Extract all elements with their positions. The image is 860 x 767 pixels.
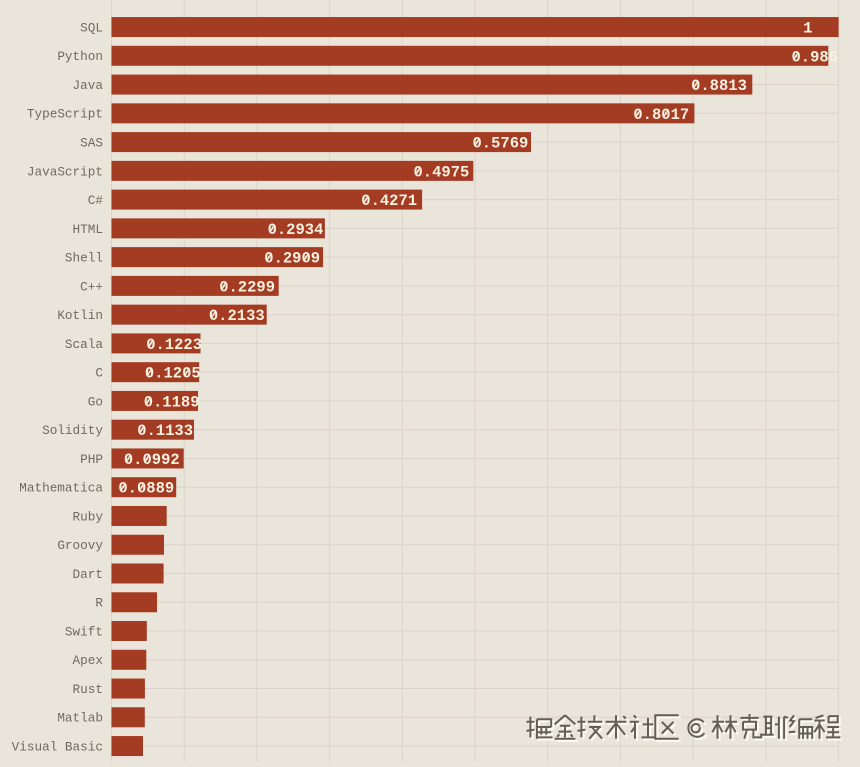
svg-text:Kotlin: Kotlin [57, 308, 103, 323]
svg-text:HTML: HTML [73, 222, 103, 237]
svg-text:Go: Go [88, 394, 103, 409]
svg-text:Groovy: Groovy [57, 538, 103, 553]
svg-text:0.4271: 0.4271 [361, 192, 417, 210]
svg-text:0.0889: 0.0889 [118, 480, 174, 498]
svg-text:Visual Basic: Visual Basic [12, 739, 103, 754]
svg-text:C++: C++ [80, 279, 103, 294]
svg-text:0.1133: 0.1133 [137, 422, 193, 440]
svg-text:0.1223: 0.1223 [146, 336, 202, 354]
svg-text:Rust: Rust [73, 682, 103, 697]
svg-text:0.1189: 0.1189 [144, 393, 200, 411]
svg-text:Python: Python [57, 49, 103, 64]
svg-text:Apex: Apex [73, 653, 104, 668]
svg-text:1: 1 [803, 20, 812, 38]
svg-text:R: R [95, 596, 103, 611]
svg-text:Scala: Scala [65, 337, 103, 352]
svg-text:Shell: Shell [65, 251, 103, 266]
svg-text:0.2909: 0.2909 [264, 250, 320, 268]
svg-text:0.4975: 0.4975 [413, 163, 469, 181]
svg-text:TypeScript: TypeScript [27, 107, 103, 122]
svg-text:JavaScript: JavaScript [27, 164, 103, 179]
svg-text:Dart: Dart [73, 567, 103, 582]
svg-text:C: C [95, 366, 103, 381]
svg-text:Ruby: Ruby [73, 509, 104, 524]
svg-text:C#: C# [88, 193, 104, 208]
svg-text:PHP: PHP [80, 452, 103, 467]
svg-text:0.986: 0.986 [791, 48, 838, 66]
svg-text:Mathematica: Mathematica [19, 481, 103, 496]
svg-text:SAS: SAS [80, 135, 103, 150]
svg-text:0.8017: 0.8017 [633, 106, 689, 124]
svg-text:0.0992: 0.0992 [124, 451, 180, 469]
svg-text:0.5769: 0.5769 [472, 135, 528, 153]
svg-text:0.1205: 0.1205 [145, 365, 201, 383]
svg-text:0.2133: 0.2133 [209, 307, 265, 325]
svg-text:SQL: SQL [80, 20, 103, 35]
svg-text:Swift: Swift [65, 624, 103, 639]
svg-text:0.8813: 0.8813 [691, 77, 747, 95]
svg-text:Java: Java [73, 78, 104, 93]
svg-text:0.2299: 0.2299 [219, 278, 275, 296]
svg-text:0.2934: 0.2934 [268, 221, 324, 239]
svg-text:Solidity: Solidity [42, 423, 103, 438]
svg-text:Matlab: Matlab [57, 711, 103, 726]
